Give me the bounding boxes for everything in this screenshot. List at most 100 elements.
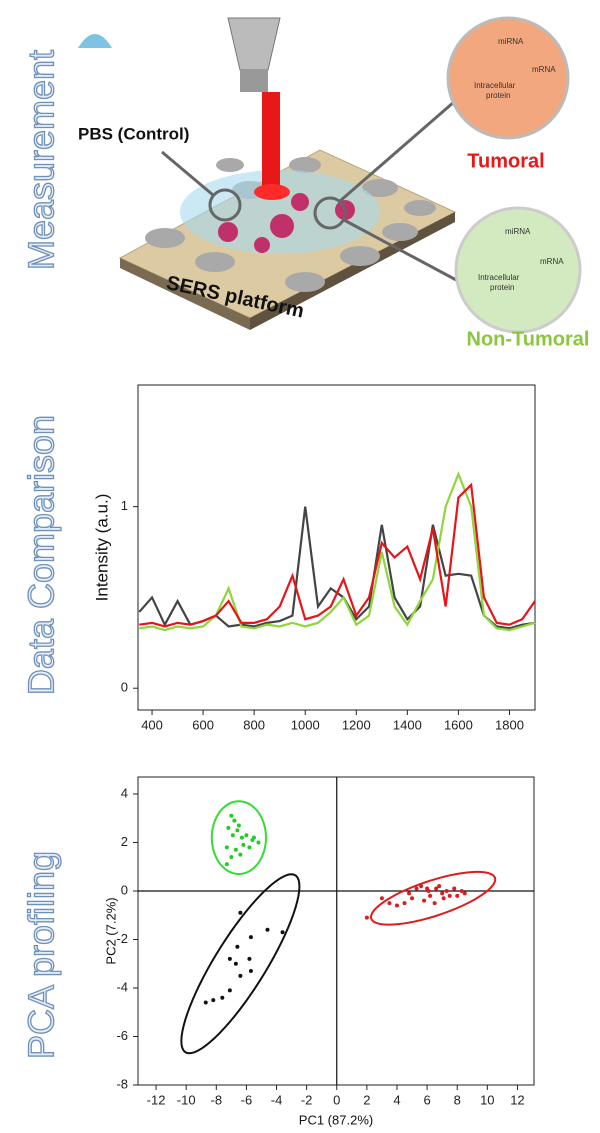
point bbox=[235, 945, 239, 949]
y-tick-label: -4 bbox=[116, 979, 128, 994]
cell-text: mRNA bbox=[532, 65, 556, 74]
x-tick-label: -4 bbox=[271, 1092, 283, 1107]
x-tick-label: -10 bbox=[177, 1092, 196, 1107]
spectrum bbox=[139, 474, 535, 630]
cell-text: Intracellular bbox=[478, 273, 520, 282]
x-tick-label: 1800 bbox=[495, 717, 524, 732]
confidence-ellipse bbox=[212, 801, 266, 874]
figure: Measurement Data Comparison PCA profilin… bbox=[0, 0, 600, 1133]
point bbox=[241, 843, 245, 847]
point bbox=[234, 962, 238, 966]
laser bbox=[262, 92, 280, 192]
cell-text: protein bbox=[486, 91, 510, 100]
side-label: Data Comparison bbox=[21, 415, 62, 695]
objective bbox=[240, 70, 268, 92]
point bbox=[403, 901, 407, 905]
point bbox=[433, 901, 437, 905]
y-tick-label: 2 bbox=[121, 834, 128, 849]
x-tick-label: 400 bbox=[141, 717, 163, 732]
side-label: PCA profiling bbox=[21, 851, 62, 1059]
x-axis-label: PC1 (87.2%) bbox=[299, 1112, 373, 1127]
x-tick-label: 2 bbox=[363, 1092, 370, 1107]
x-tick-label: -2 bbox=[301, 1092, 313, 1107]
x-tick-label: 800 bbox=[243, 717, 265, 732]
side-label: Measurement bbox=[21, 50, 62, 270]
point bbox=[231, 833, 235, 837]
x-tick-label: 0 bbox=[333, 1092, 340, 1107]
point bbox=[240, 836, 244, 840]
point bbox=[448, 894, 452, 898]
point bbox=[229, 814, 233, 818]
point bbox=[265, 928, 269, 932]
y-axis-label: PC2 (7.2%) bbox=[103, 897, 118, 964]
point bbox=[237, 824, 241, 828]
droplet bbox=[78, 34, 112, 48]
point bbox=[232, 819, 236, 823]
connector bbox=[162, 152, 213, 195]
x-tick-label: 1200 bbox=[342, 717, 371, 732]
y-axis-label: Intensity (a.u.) bbox=[92, 494, 111, 602]
x-tick-label: -6 bbox=[241, 1092, 253, 1107]
point bbox=[455, 894, 459, 898]
x-tick-label: 8 bbox=[454, 1092, 461, 1107]
x-tick-label: -12 bbox=[147, 1092, 166, 1107]
y-tick-label: 0 bbox=[121, 680, 128, 695]
illustration: PBS (Control) SERS platform Tumoral Non-… bbox=[78, 18, 589, 350]
point bbox=[204, 1001, 208, 1005]
point bbox=[247, 957, 251, 961]
point bbox=[235, 828, 239, 832]
point bbox=[428, 894, 432, 898]
point bbox=[365, 916, 369, 920]
x-tick-label: 600 bbox=[192, 717, 214, 732]
point bbox=[419, 884, 423, 888]
tumoral-label: Tumoral bbox=[467, 150, 544, 172]
point bbox=[244, 833, 248, 837]
point bbox=[256, 840, 260, 844]
x-tick-label: 10 bbox=[480, 1092, 494, 1107]
point bbox=[228, 988, 232, 992]
point bbox=[440, 891, 444, 895]
point bbox=[410, 896, 414, 900]
x-tick-label: 1400 bbox=[393, 717, 422, 732]
y-tick-label: 0 bbox=[121, 882, 128, 897]
point bbox=[229, 855, 233, 859]
tumoral-cell bbox=[448, 18, 568, 138]
point bbox=[211, 998, 215, 1002]
point bbox=[238, 853, 242, 857]
point bbox=[395, 904, 399, 908]
point bbox=[463, 891, 467, 895]
point bbox=[225, 845, 229, 849]
point bbox=[234, 848, 238, 852]
pbs-label: PBS (Control) bbox=[78, 124, 189, 143]
connector bbox=[340, 95, 462, 201]
point bbox=[387, 901, 391, 905]
point bbox=[415, 887, 419, 891]
x-tick-label: 1000 bbox=[291, 717, 320, 732]
point bbox=[281, 930, 285, 934]
y-tick-label: -6 bbox=[116, 1028, 128, 1043]
cell-text: mRNA bbox=[540, 257, 564, 266]
x-tick-label: -8 bbox=[211, 1092, 223, 1107]
laser-spot bbox=[254, 184, 290, 200]
cell-text: protein bbox=[490, 283, 514, 292]
point bbox=[249, 935, 253, 939]
cell-text: Intracellular bbox=[474, 81, 516, 90]
point bbox=[220, 996, 224, 1000]
point bbox=[247, 845, 251, 849]
point bbox=[228, 957, 232, 961]
point bbox=[452, 887, 456, 891]
x-tick-label: 6 bbox=[423, 1092, 430, 1107]
cell-text: miRNA bbox=[498, 37, 524, 46]
x-tick-label: 12 bbox=[510, 1092, 524, 1107]
point bbox=[225, 862, 229, 866]
cell-text: miRNA bbox=[505, 227, 531, 236]
objective bbox=[228, 18, 280, 70]
point bbox=[226, 826, 230, 830]
plot-frame bbox=[138, 777, 534, 1085]
point bbox=[427, 889, 431, 893]
point bbox=[380, 896, 384, 900]
y-tick-label: -8 bbox=[116, 1076, 128, 1091]
point bbox=[238, 974, 242, 978]
y-tick-label: 1 bbox=[121, 498, 128, 513]
point bbox=[252, 836, 256, 840]
